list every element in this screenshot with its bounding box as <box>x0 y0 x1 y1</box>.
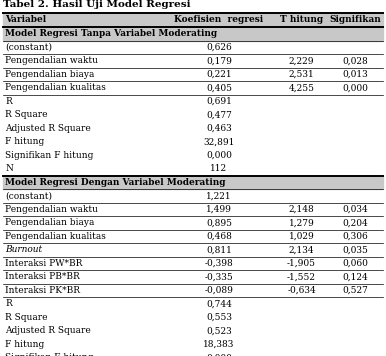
Text: R Square: R Square <box>5 110 47 119</box>
Text: 0,744: 0,744 <box>206 299 232 308</box>
Text: Pengendalian kualitas: Pengendalian kualitas <box>5 232 106 241</box>
Text: 0,463: 0,463 <box>206 124 232 133</box>
Text: Model Regresi Dengan Variabel Moderating: Model Regresi Dengan Variabel Moderating <box>5 178 225 187</box>
Text: -1,552: -1,552 <box>287 272 316 281</box>
Text: 0,477: 0,477 <box>206 110 232 119</box>
Text: Signifikan F hitung: Signifikan F hitung <box>5 151 93 160</box>
Text: F hitung: F hitung <box>5 137 44 146</box>
Text: 2,148: 2,148 <box>289 205 314 214</box>
Text: 0,221: 0,221 <box>206 70 232 79</box>
Text: Pengendalian kualitas: Pengendalian kualitas <box>5 83 106 92</box>
Text: 0,468: 0,468 <box>206 232 232 241</box>
Text: 1,279: 1,279 <box>289 218 314 227</box>
Text: 1,499: 1,499 <box>206 205 232 214</box>
Text: -0,089: -0,089 <box>205 286 234 295</box>
Text: Pengendalian biaya: Pengendalian biaya <box>5 70 94 79</box>
Text: 32,891: 32,891 <box>203 137 235 146</box>
Text: 18,383: 18,383 <box>203 340 235 349</box>
Text: 0,523: 0,523 <box>206 326 232 335</box>
Text: (constant): (constant) <box>5 43 52 52</box>
Text: 2,531: 2,531 <box>289 70 314 79</box>
Text: (constant): (constant) <box>5 191 52 200</box>
Text: 0,626: 0,626 <box>206 43 232 52</box>
Text: 0,306: 0,306 <box>343 232 368 241</box>
Text: Koefisien  regresi: Koefisien regresi <box>174 16 264 25</box>
Text: Burnout: Burnout <box>5 245 42 254</box>
Text: 1,029: 1,029 <box>289 232 314 241</box>
Text: Model Regresi Tanpa Variabel Moderating: Model Regresi Tanpa Variabel Moderating <box>5 29 217 38</box>
Text: -0,335: -0,335 <box>205 272 234 281</box>
Text: 0,034: 0,034 <box>343 205 368 214</box>
Text: 0,013: 0,013 <box>343 70 368 79</box>
Text: 0,000: 0,000 <box>206 353 232 356</box>
Text: T hitung: T hitung <box>280 16 323 25</box>
Bar <box>3 13 383 27</box>
Bar <box>3 176 383 189</box>
Text: Variabel: Variabel <box>5 16 46 25</box>
Text: 0,895: 0,895 <box>206 218 232 227</box>
Text: 0,811: 0,811 <box>206 245 232 254</box>
Text: Pengendalian waktu: Pengendalian waktu <box>5 56 98 65</box>
Text: 0,028: 0,028 <box>343 56 368 65</box>
Text: R Square: R Square <box>5 313 47 322</box>
Text: 112: 112 <box>210 164 228 173</box>
Text: 0,527: 0,527 <box>342 286 369 295</box>
Text: 0,553: 0,553 <box>206 313 232 322</box>
Text: R: R <box>5 97 12 106</box>
Text: Interaksi PW*BR: Interaksi PW*BR <box>5 259 82 268</box>
Text: Signifikan: Signifikan <box>330 16 381 25</box>
Text: Tabel 2. Hasil Uji Model Regresi: Tabel 2. Hasil Uji Model Regresi <box>3 0 191 9</box>
Text: 0,204: 0,204 <box>343 218 368 227</box>
Text: Pengendalian biaya: Pengendalian biaya <box>5 218 94 227</box>
Text: Pengendalian waktu: Pengendalian waktu <box>5 205 98 214</box>
Text: N: N <box>5 164 13 173</box>
Text: 4,255: 4,255 <box>288 83 315 92</box>
Text: Adjusted R Square: Adjusted R Square <box>5 326 91 335</box>
Text: 0,179: 0,179 <box>206 56 232 65</box>
Text: Adjusted R Square: Adjusted R Square <box>5 124 91 133</box>
Text: -0,398: -0,398 <box>205 259 234 268</box>
Text: Interaksi PB*BR: Interaksi PB*BR <box>5 272 80 281</box>
Text: 0,405: 0,405 <box>206 83 232 92</box>
Text: 0,124: 0,124 <box>343 272 368 281</box>
Text: 0,000: 0,000 <box>342 83 369 92</box>
Text: 2,134: 2,134 <box>289 245 314 254</box>
Text: Signifikan F hitung: Signifikan F hitung <box>5 353 93 356</box>
Text: 2,229: 2,229 <box>289 56 314 65</box>
Text: F hitung: F hitung <box>5 340 44 349</box>
Text: -1,905: -1,905 <box>287 259 316 268</box>
Text: 0,691: 0,691 <box>206 97 232 106</box>
Text: Interaksi PK*BR: Interaksi PK*BR <box>5 286 80 295</box>
Text: 0,035: 0,035 <box>342 245 369 254</box>
Text: 1,221: 1,221 <box>206 191 232 200</box>
Bar <box>3 27 383 41</box>
Text: 0,060: 0,060 <box>342 259 369 268</box>
Text: -0,634: -0,634 <box>287 286 316 295</box>
Text: 0,000: 0,000 <box>206 151 232 160</box>
Text: R: R <box>5 299 12 308</box>
